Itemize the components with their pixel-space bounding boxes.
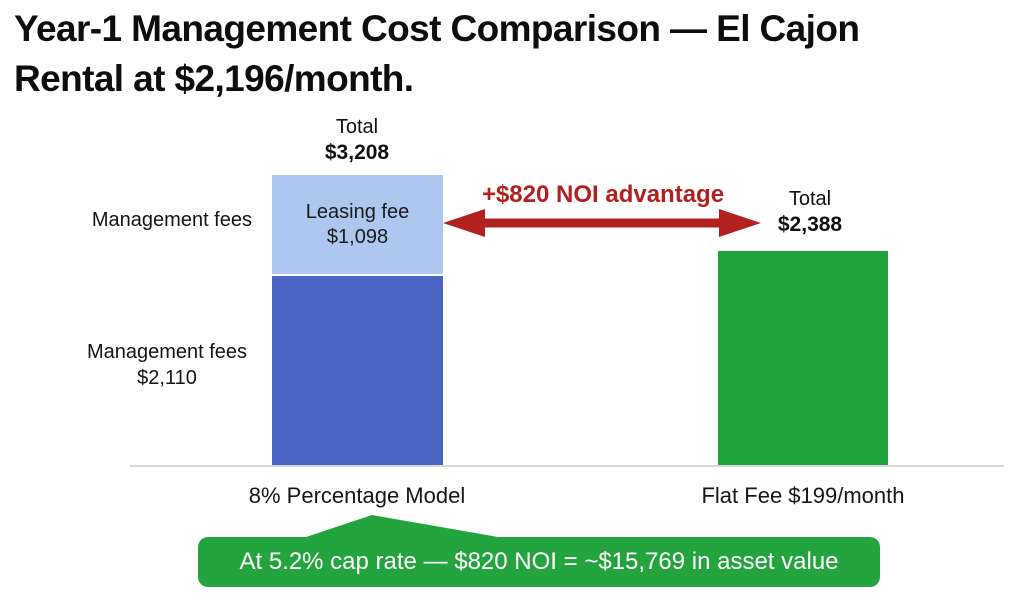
right-bar-total-value: $2,388 [777, 213, 843, 236]
double-arrow-icon [443, 209, 761, 237]
x-axis-line [130, 465, 1004, 467]
segment-leasing-fee: Leasing fee $1,098 [272, 175, 443, 274]
x-label-percentage-model: 8% Percentage Model [248, 483, 466, 508]
chart-title-line2: Rental at $2,196/month. [14, 58, 414, 99]
callout-pointer-icon [300, 515, 510, 539]
left-bar-total-label: Total [335, 116, 379, 138]
chart-title: Year-1 Management Cost Comparison — El C… [14, 4, 1004, 104]
right-bar-total: Total $2,388 [730, 186, 890, 238]
management-fees-label-text: Management fees [86, 341, 248, 363]
bar-percentage-model: Leasing fee $1,098 [272, 175, 443, 467]
bar-flat-fee [718, 251, 888, 467]
leasing-fee-value: $1,098 [326, 225, 389, 248]
management-fees-label-value: $2,110 [137, 367, 197, 389]
left-bar-total: Total $3,208 [277, 114, 437, 166]
chart-title-line1: Year-1 Management Cost Comparison — El C… [14, 8, 860, 49]
segment-management-fees [272, 274, 443, 467]
left-bar-total-value: $3,208 [324, 141, 390, 164]
right-bar-total-label: Total [788, 188, 832, 210]
management-fees-label-top: Management fees [91, 209, 252, 231]
x-label-flat-fee: Flat Fee $199/month [701, 483, 905, 508]
noi-advantage-label: +$820 NOI advantage [481, 181, 725, 208]
management-fees-label-bottom: Management fees $2,110 [62, 339, 272, 391]
cap-rate-callout: At 5.2% cap rate — $820 NOI = ~$15,769 i… [198, 537, 880, 587]
leasing-fee-label: Leasing fee [305, 200, 410, 223]
